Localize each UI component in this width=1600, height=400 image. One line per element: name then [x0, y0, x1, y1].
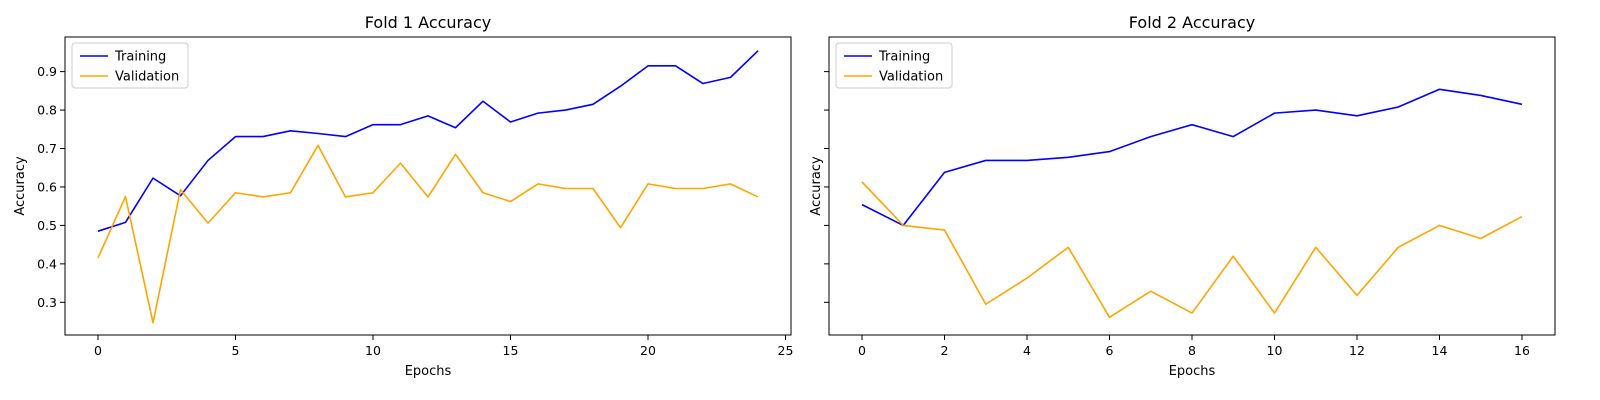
series-line-training [97, 50, 759, 232]
x-tick-label: 0 [858, 343, 866, 358]
x-tick-label: 16 [1514, 343, 1530, 358]
plot-frame [64, 36, 792, 336]
x-tick-label: 15 [503, 343, 519, 358]
y-tick-label: 0.4 [37, 256, 57, 271]
x-tick-label: 8 [1188, 343, 1196, 358]
legend: Training Validation [71, 42, 189, 89]
legend-label-validation: Validation [115, 70, 179, 85]
x-axis-label: Epochs [405, 364, 452, 379]
series-line-validation [861, 181, 1523, 319]
y-tick-label: 0.8 [37, 103, 57, 118]
legend: Training Validation [835, 42, 953, 89]
y-tick-label: 0.5 [37, 218, 57, 233]
x-tick-label: 6 [1106, 343, 1114, 358]
legend-label-validation: Validation [879, 70, 943, 85]
chart-panel-1: Fold 1 Accuracy 0 5 10 15 20 25 0.3 0.4 0.5 0.6 0.7… [13, 13, 793, 379]
x-tick-label: 25 [778, 343, 794, 358]
x-tick-label: 2 [941, 343, 949, 358]
chart-title: Fold 1 Accuracy [365, 13, 491, 32]
chart-panel-2: Fold 2 Accuracy 0 2 4 6 8 10 12 14 16 Epochs Accura… [809, 13, 1556, 379]
x-tick-label: 0 [94, 343, 102, 358]
series-line-validation [97, 144, 759, 324]
y-tick-label: 0.9 [37, 64, 57, 79]
x-tick-label: 10 [1267, 343, 1283, 358]
x-tick-label: 12 [1349, 343, 1365, 358]
legend-label-training: Training [114, 50, 166, 65]
x-tick-label: 5 [232, 343, 240, 358]
x-axis-label: Epochs [1169, 364, 1216, 379]
x-tick-label: 20 [640, 343, 656, 358]
y-axis-label: Accuracy [13, 156, 28, 216]
x-tick-label: 10 [365, 343, 381, 358]
chart-title: Fold 2 Accuracy [1129, 13, 1255, 32]
y-tick-label: 0.3 [37, 295, 57, 310]
y-axis-label: Accuracy [809, 156, 824, 216]
y-tick-label: 0.7 [37, 141, 57, 156]
x-tick-label: 4 [1023, 343, 1031, 358]
y-tick-label: 0.6 [37, 179, 57, 194]
series-line-training [861, 88, 1523, 227]
plot-frame [828, 36, 1556, 336]
legend-label-training: Training [878, 50, 930, 65]
x-tick-label: 14 [1432, 343, 1448, 358]
